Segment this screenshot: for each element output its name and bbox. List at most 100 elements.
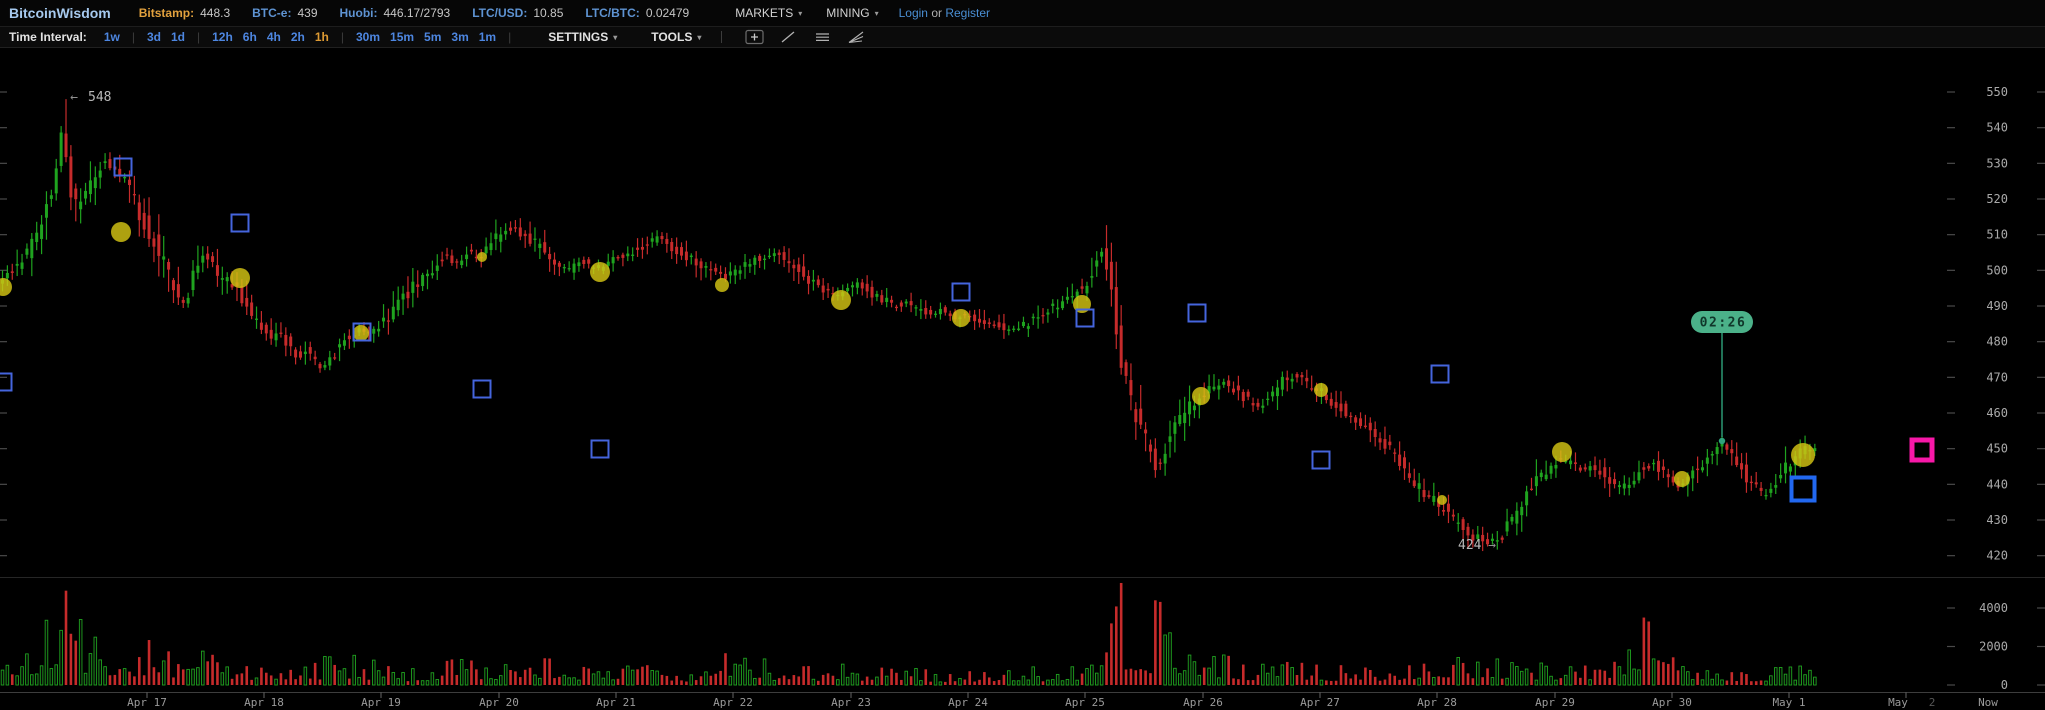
interval-3d[interactable]: 3d (146, 30, 161, 44)
date-label: May (1888, 696, 1908, 709)
ticker-btce[interactable]: BTC-e: 439 (252, 6, 317, 20)
ticker-label[interactable]: Bitstamp: (138, 6, 195, 20)
trade-marker[interactable] (1791, 443, 1815, 467)
trade-marker[interactable] (477, 252, 487, 262)
high-price-annotation: 548 (88, 90, 111, 105)
crosshair-tool-icon[interactable] (745, 29, 765, 45)
interval-1m[interactable]: 1m (478, 30, 497, 44)
candle-countdown: 02:26 (1691, 311, 1753, 445)
ticker-label[interactable]: LTC/USD: (472, 6, 528, 20)
ticker-value: 448.3 (200, 6, 231, 20)
ticker-value: 0.02479 (645, 6, 690, 20)
volume-axis: 4000 2000 0 (1947, 601, 2045, 692)
interval-2h[interactable]: 2h (290, 30, 305, 44)
trade-marker[interactable] (0, 278, 12, 296)
interval-5m[interactable]: 5m (424, 30, 442, 44)
date-label: Apr 29 (1535, 696, 1575, 709)
order-marker[interactable] (472, 379, 492, 399)
date-label: Apr 28 (1417, 696, 1457, 709)
trade-marker[interactable] (353, 325, 369, 341)
svg-text:530: 530 (1986, 156, 2008, 170)
horizontal-lines-tool-icon[interactable] (813, 29, 833, 45)
volume-bars (0, 582, 1817, 686)
order-marker[interactable] (1311, 450, 1331, 470)
trade-marker[interactable] (715, 278, 729, 292)
brand-logo[interactable]: BitcoinWisdom (9, 5, 111, 21)
interval-1h[interactable]: 1h (314, 30, 329, 44)
countdown-label: 02:26 (1700, 316, 1747, 331)
trade-marker[interactable] (111, 222, 131, 242)
date-label: Apr 24 (948, 696, 988, 709)
date-label: Apr 22 (713, 696, 753, 709)
trade-marker[interactable] (1314, 383, 1328, 397)
interval-group-divider: | (131, 30, 135, 44)
interval-1d[interactable]: 1d (170, 30, 185, 44)
svg-text:430: 430 (1986, 513, 2008, 527)
trade-marker[interactable] (1192, 387, 1210, 405)
candlesticks (1, 99, 1817, 552)
trade-marker[interactable] (952, 309, 970, 327)
trade-marker[interactable] (1674, 471, 1690, 487)
date-label: May 1 (1772, 696, 1805, 709)
fan-lines-tool-icon[interactable] (847, 29, 867, 45)
interval-selector: 1w | 3d 1d | 12h 6h 4h 2h 1h | 30m 15m 5m 3m 1m | (99, 30, 518, 44)
countdown-pill (1691, 311, 1753, 333)
date-label: Apr 18 (244, 696, 284, 709)
trade-marker[interactable] (230, 268, 250, 288)
order-marker[interactable] (1187, 303, 1207, 323)
interval-15m[interactable]: 15m (390, 30, 415, 44)
order-marker[interactable] (230, 213, 250, 233)
login-link[interactable]: Login (898, 6, 928, 20)
ticker-label[interactable]: LTC/BTC: (585, 6, 640, 20)
trade-marker[interactable] (590, 262, 610, 282)
date-label: Apr 30 (1652, 696, 1692, 709)
depth-marker[interactable] (1909, 437, 1935, 463)
svg-text:2000: 2000 (1979, 640, 2008, 654)
price-axis: 550 540 530 520 510 500 490 480 470 460 450 440 430 4… (0, 85, 2045, 563)
chart-toolbar: Time Interval: 1w | 3d 1d | 12h 6h 4h 2h 1h | 30m 15… (0, 27, 2045, 48)
menu-mining[interactable]: MINING ▾ (826, 6, 878, 20)
interval-3m[interactable]: 3m (451, 30, 469, 44)
svg-text:540: 540 (1986, 121, 2008, 135)
svg-text:490: 490 (1986, 299, 2008, 313)
menu-markets[interactable]: MARKETS ▾ (735, 6, 802, 20)
order-marker[interactable] (1075, 308, 1095, 328)
ticker-ltcusd[interactable]: LTC/USD: 10.85 (472, 6, 563, 20)
order-marker[interactable] (590, 439, 610, 459)
interval-1w[interactable]: 1w (103, 30, 120, 44)
trade-marker[interactable] (831, 290, 851, 310)
ticker-bitstamp[interactable]: Bitstamp: 448.3 (139, 6, 230, 20)
ticker-strip: Bitstamp: 448.3 BTC-e: 439 Huobi: 446.17/2793… (139, 6, 689, 20)
svg-text:500: 500 (1986, 263, 2008, 277)
tools-menu[interactable]: TOOLS ▾ (651, 30, 701, 44)
order-marker[interactable] (0, 372, 13, 392)
menu-label: MINING (826, 6, 870, 20)
interval-4h[interactable]: 4h (266, 30, 281, 44)
ticker-huobi[interactable]: Huobi: 446.17/2793 (340, 6, 451, 20)
date-label: Apr 27 (1300, 696, 1340, 709)
highlighted-order-marker[interactable] (1789, 475, 1817, 503)
interval-30m[interactable]: 30m (355, 30, 381, 44)
order-marker[interactable] (113, 157, 133, 177)
order-marker[interactable] (951, 282, 971, 302)
order-marker[interactable] (352, 322, 372, 342)
register-link[interactable]: Register (945, 6, 991, 20)
svg-text:460: 460 (1986, 406, 2008, 420)
settings-menu[interactable]: SETTINGS ▾ (548, 30, 617, 44)
interval-12h[interactable]: 12h (212, 30, 233, 44)
ticker-ltcbtc[interactable]: LTC/BTC: 0.02479 (585, 6, 689, 20)
tools-label: TOOLS (651, 30, 693, 44)
ticker-label[interactable]: Huobi: (339, 6, 378, 20)
trade-markers (0, 222, 1815, 505)
trade-marker[interactable] (1437, 495, 1447, 505)
trade-marker[interactable] (1552, 442, 1572, 462)
ticker-label[interactable]: BTC-e: (252, 6, 292, 20)
trendline-tool-icon[interactable] (779, 29, 799, 45)
order-marker[interactable] (1430, 364, 1450, 384)
interval-6h[interactable]: 6h (242, 30, 257, 44)
chevron-down-icon: ▾ (613, 33, 618, 42)
auth-links: Login or Register (899, 6, 990, 20)
